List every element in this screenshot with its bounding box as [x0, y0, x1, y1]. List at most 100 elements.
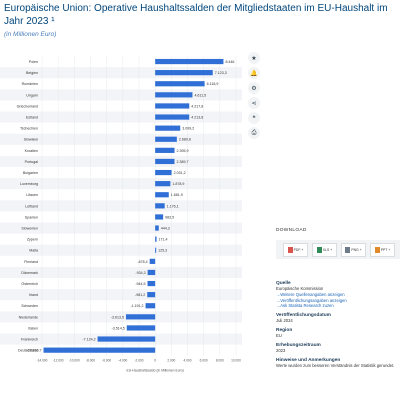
category-label: Italien — [28, 326, 38, 330]
publication-link[interactable]: Veröffentlichungsangaben anzeigen — [276, 298, 400, 304]
value-label: -678,4 — [137, 260, 147, 264]
published-text: Juli 2024 — [276, 318, 293, 324]
bar — [155, 125, 181, 131]
bar — [125, 314, 156, 320]
bar — [155, 92, 193, 98]
settings-icon[interactable]: ⚙ — [248, 82, 260, 94]
x-tick-label: -12.000 — [53, 359, 64, 363]
row-band — [0, 200, 242, 212]
category-label: Irland — [29, 293, 38, 297]
row-band — [0, 266, 242, 278]
x-tick-label: -8.000 — [86, 359, 95, 363]
png-file-icon — [345, 247, 351, 253]
value-label: 4.217,8 — [191, 104, 203, 108]
bar — [155, 247, 157, 253]
row-band — [0, 111, 242, 123]
category-label: Tschechien — [20, 127, 38, 131]
download-png-button[interactable]: PNG + — [341, 243, 366, 257]
value-label: -944,5 — [135, 282, 145, 286]
pdf-label: PDF — [293, 248, 301, 252]
bell-icon[interactable]: 🔔 — [248, 67, 260, 79]
region-heading: Region — [276, 327, 293, 333]
bar — [155, 103, 190, 109]
download-pdf-button[interactable]: PDF + — [283, 243, 308, 257]
category-label: Deutschland — [18, 349, 38, 353]
bar-chart: Polen 8.446 Belgien 7.123,3 Rumänien 6.118,9 U… — [0, 56, 242, 373]
value-label: 4.213,8 — [191, 115, 203, 119]
quote-icon[interactable]: ❝ — [248, 112, 260, 124]
category-label: Polen — [29, 60, 38, 64]
published-heading: Veröffentlichungsdatum — [276, 313, 331, 319]
value-label: 171,4 — [159, 238, 168, 242]
value-label: 2.680,6 — [179, 138, 191, 142]
research-link[interactable]: Ask Statista Research zuzen — [276, 303, 400, 309]
category-label: Malta — [29, 249, 38, 253]
value-label: 1.681,9 — [171, 193, 183, 197]
bar — [155, 181, 171, 187]
print-icon[interactable]: ⎙ — [248, 127, 260, 139]
x-tick-label: 2.000 — [167, 359, 175, 363]
share-icon[interactable]: ⋖ — [248, 97, 260, 109]
xls-file-icon — [316, 247, 322, 253]
value-label: -13.810,7 — [26, 349, 41, 353]
category-label: Dänemark — [21, 271, 38, 275]
category-label: Slowakei — [24, 138, 39, 142]
x-tick-label: 6.000 — [200, 359, 208, 363]
value-label: -3.514,5 — [112, 326, 125, 330]
value-label: -981,2 — [135, 293, 145, 297]
x-tick-label: 0 — [154, 359, 156, 363]
row-band — [0, 244, 242, 256]
row-band — [0, 67, 242, 79]
category-label: Niederlande — [19, 315, 38, 319]
x-tick-label: 8.000 — [216, 359, 224, 363]
row-band — [0, 289, 242, 301]
category-label: Schweden — [21, 304, 38, 308]
more-source-link[interactable]: Weitere Quellenangaben anzeigen — [276, 292, 400, 298]
category-label: Ungarn — [26, 93, 38, 97]
category-label: Slowenien — [21, 226, 38, 230]
bar — [147, 269, 156, 276]
chart-subtitle: (in Millionen Euro) — [4, 31, 57, 38]
download-xls-button[interactable]: XLS + — [312, 243, 337, 257]
value-label: 2.031,2 — [174, 171, 186, 175]
bar — [155, 236, 157, 242]
x-axis-title: EU-Haushaltssaldo (in Millionen Euro) — [127, 369, 184, 373]
bar — [155, 136, 177, 142]
category-label: Österreich — [21, 282, 38, 286]
bar — [155, 70, 213, 76]
value-label: 6.118,9 — [207, 82, 219, 86]
value-label: 1.176,1 — [167, 204, 179, 208]
bar — [155, 203, 165, 209]
star-icon[interactable]: ★ — [248, 52, 260, 64]
bar — [145, 303, 156, 309]
bar — [43, 347, 156, 353]
pdf-badge: + — [301, 248, 304, 252]
bar — [155, 58, 224, 65]
value-label: -934,3 — [135, 271, 145, 275]
value-label: 3.099,2 — [182, 127, 194, 131]
download-section: DOWNLOAD PDF + XLS + PNG + PPT + — [276, 228, 400, 259]
category-label: Lettland — [25, 204, 38, 208]
bar — [149, 258, 156, 264]
period-text: 2023 — [276, 347, 286, 353]
row-band — [0, 178, 242, 190]
x-tick-label: -10.000 — [69, 359, 80, 363]
ppt-label: PPT — [380, 248, 388, 252]
category-label: Portugal — [25, 160, 39, 164]
value-label: 1.878,9 — [172, 182, 184, 186]
bar — [147, 280, 156, 287]
x-tick-label: -6.000 — [102, 359, 111, 363]
xls-label: XLS — [322, 248, 330, 252]
value-label: -3.613,5 — [111, 315, 124, 319]
row-band — [0, 311, 242, 323]
value-label: 2.395,9 — [177, 149, 189, 153]
pdf-file-icon — [287, 247, 293, 253]
value-label: 2.389,7 — [176, 160, 188, 164]
download-ppt-button[interactable]: PPT + — [370, 243, 395, 257]
value-label: 125,3 — [158, 249, 167, 253]
png-badge: + — [359, 248, 362, 252]
bar — [155, 81, 205, 87]
bar — [155, 158, 175, 165]
bar — [155, 225, 159, 231]
value-label: 444,3 — [161, 226, 170, 230]
